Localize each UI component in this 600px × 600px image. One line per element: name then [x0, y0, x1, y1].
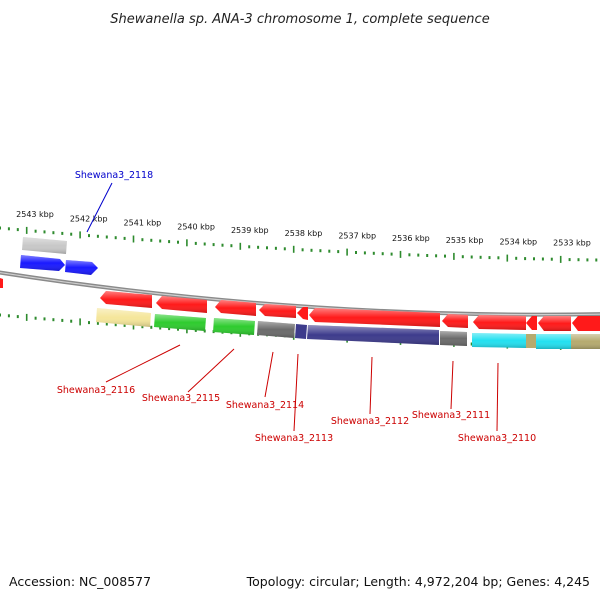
ruler-label: 2534 kbp — [499, 237, 537, 246]
cds-forward-arrow-shade — [20, 255, 65, 271]
gene-label-shewana3-2110[interactable]: Shewana3_2110 — [458, 433, 536, 444]
cds-reverse-edge[interactable] — [0, 278, 3, 288]
cds-reverse-arrow[interactable] — [526, 316, 537, 330]
gene-labels: Shewana3_2118 Shewana3_2116 Shewana3_211… — [57, 170, 536, 444]
reverse-strand-features — [96, 308, 600, 349]
cds-shewana3-2110-shade — [473, 315, 526, 330]
ruler-label: 2538 kbp — [285, 229, 323, 238]
feature-darkgray-block-shade — [440, 331, 467, 346]
feature-darkgray-block-shade — [257, 321, 295, 338]
gene-label-shewana3-2116[interactable]: Shewana3_2116 — [57, 385, 135, 396]
ruler-label: 2539 kbp — [231, 226, 269, 235]
ruler-labels: 2543 kbp 2542 kbp 2541 kbp 2540 kbp 2539 kbp… — [16, 210, 591, 248]
feature-olive-block-shade — [571, 334, 600, 349]
cds-shewana3-2112-shade — [309, 308, 440, 327]
ruler-label: 2535 kbp — [446, 236, 484, 245]
ruler-label: 2536 kbp — [392, 234, 430, 243]
callout-line-shewana3-2113 — [293, 353, 299, 432]
cds-shewana3-2113[interactable] — [297, 307, 308, 320]
reverse-strand-cds — [100, 291, 600, 331]
feature-indigo-block-shade — [307, 325, 439, 345]
feature-cyan-block-shade — [536, 334, 571, 349]
cds-shewana3-2114-shade — [215, 300, 256, 316]
ruler-label: 2541 kbp — [124, 219, 162, 228]
gene-label-shewana3-2115[interactable]: Shewana3_2115 — [142, 393, 220, 404]
callout-line-shewana3-2114 — [264, 351, 274, 398]
feature-green-block-shade — [213, 318, 255, 335]
ruler-label: 2537 kbp — [338, 232, 376, 241]
accession-text: Accession: NC_008577 — [9, 574, 151, 589]
callout-line-shewana3-2111 — [450, 360, 454, 410]
cds-shewana3-2116-shade — [100, 291, 152, 308]
ruler-label: 2533 kbp — [553, 239, 591, 248]
cds-shewana3-2111-shade — [442, 314, 468, 328]
feature-cyan-block-shade — [472, 333, 526, 348]
callout-line-shewana3-2110 — [496, 362, 499, 432]
callout-line-shewana3-2118 — [86, 182, 113, 233]
cds-reverse-arrow-shade — [259, 304, 296, 318]
cds-reverse-arrow-shade — [538, 316, 571, 331]
chromosome-backbone-highlight — [0, 271, 600, 316]
ruler-label: 2540 kbp — [177, 222, 215, 231]
cds-shewana3-2118-shade — [65, 260, 98, 275]
feature-olive-block[interactable] — [526, 334, 536, 348]
callout-line-shewana3-2112 — [369, 356, 373, 415]
feature-green-block-shade — [154, 314, 206, 331]
callout-line-shewana3-2116 — [105, 344, 181, 383]
ruler-label: 2542 kbp — [70, 215, 108, 224]
feature-yellow-block-shade — [96, 308, 151, 327]
feature-indigo-block[interactable] — [295, 324, 307, 339]
gene-label-shewana3-2112[interactable]: Shewana3_2112 — [331, 416, 409, 427]
forward-strand-features — [0, 237, 98, 288]
cds-reverse-arrow-edge[interactable] — [572, 316, 600, 331]
ruler-label: 2543 kbp — [16, 210, 54, 219]
gene-label-shewana3-2114[interactable]: Shewana3_2114 — [226, 400, 304, 411]
cds-shewana3-2115-shade — [156, 296, 207, 313]
feature-gray-block-shade — [22, 237, 67, 254]
gene-callout-lines — [86, 182, 499, 432]
chromosome-backbone — [0, 270, 600, 317]
callout-line-shewana3-2115 — [187, 348, 235, 393]
topology-summary: Topology: circular; Length: 4,972,204 bp… — [246, 574, 590, 589]
map-title: Shewanella sp. ANA-3 chromosome 1, compl… — [110, 12, 489, 27]
ruler-ticks-top — [0, 226, 598, 263]
gene-label-shewana3-2113[interactable]: Shewana3_2113 — [255, 433, 333, 444]
gene-label-shewana3-2111[interactable]: Shewana3_2111 — [412, 410, 490, 421]
gene-label-shewana3-2118[interactable]: Shewana3_2118 — [75, 170, 153, 181]
